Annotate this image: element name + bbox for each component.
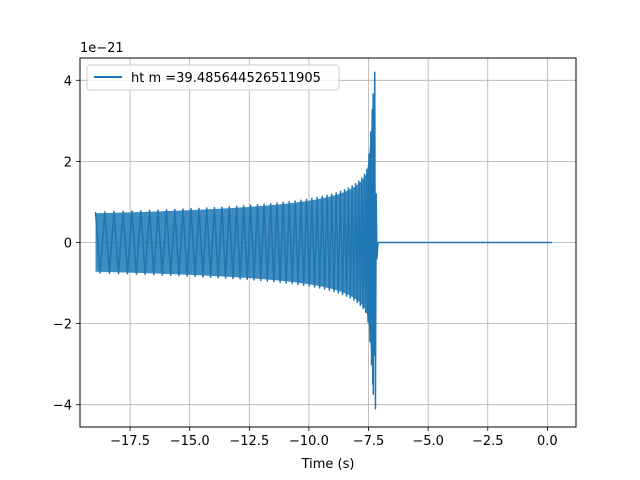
- x-axis-label: Time (s): [301, 457, 355, 472]
- y-axis: −4 −2 0 2 4: [53, 74, 80, 414]
- y-tick-label: 4: [64, 74, 72, 89]
- series-line: [94, 71, 553, 410]
- y-tick-label: −2: [53, 318, 72, 333]
- y-axis-offset-text: 1e−21: [80, 41, 124, 56]
- x-tick-label: −7.5: [353, 434, 385, 449]
- y-tick-label: 0: [64, 237, 72, 252]
- legend-entry-label: ht m =39.485644526511905: [131, 71, 321, 86]
- x-tick-label: −10.0: [289, 434, 329, 449]
- x-tick-label: −2.5: [472, 434, 504, 449]
- x-tick-label: −17.5: [110, 434, 150, 449]
- y-tick-label: −4: [53, 399, 72, 414]
- x-tick-label: −15.0: [170, 434, 210, 449]
- x-tick-label: 0.0: [537, 434, 558, 449]
- y-tick-label: 2: [64, 155, 72, 170]
- x-axis: −17.5 −15.0 −12.5 −10.0 −7.5 −5.0 −2.5 0.0: [110, 427, 558, 449]
- legend-box: [86, 64, 340, 91]
- series-layer: [94, 71, 553, 410]
- legend: ht m =39.485644526511905: [86, 64, 340, 91]
- x-tick-label: −5.0: [412, 434, 444, 449]
- x-tick-label: −12.5: [229, 434, 269, 449]
